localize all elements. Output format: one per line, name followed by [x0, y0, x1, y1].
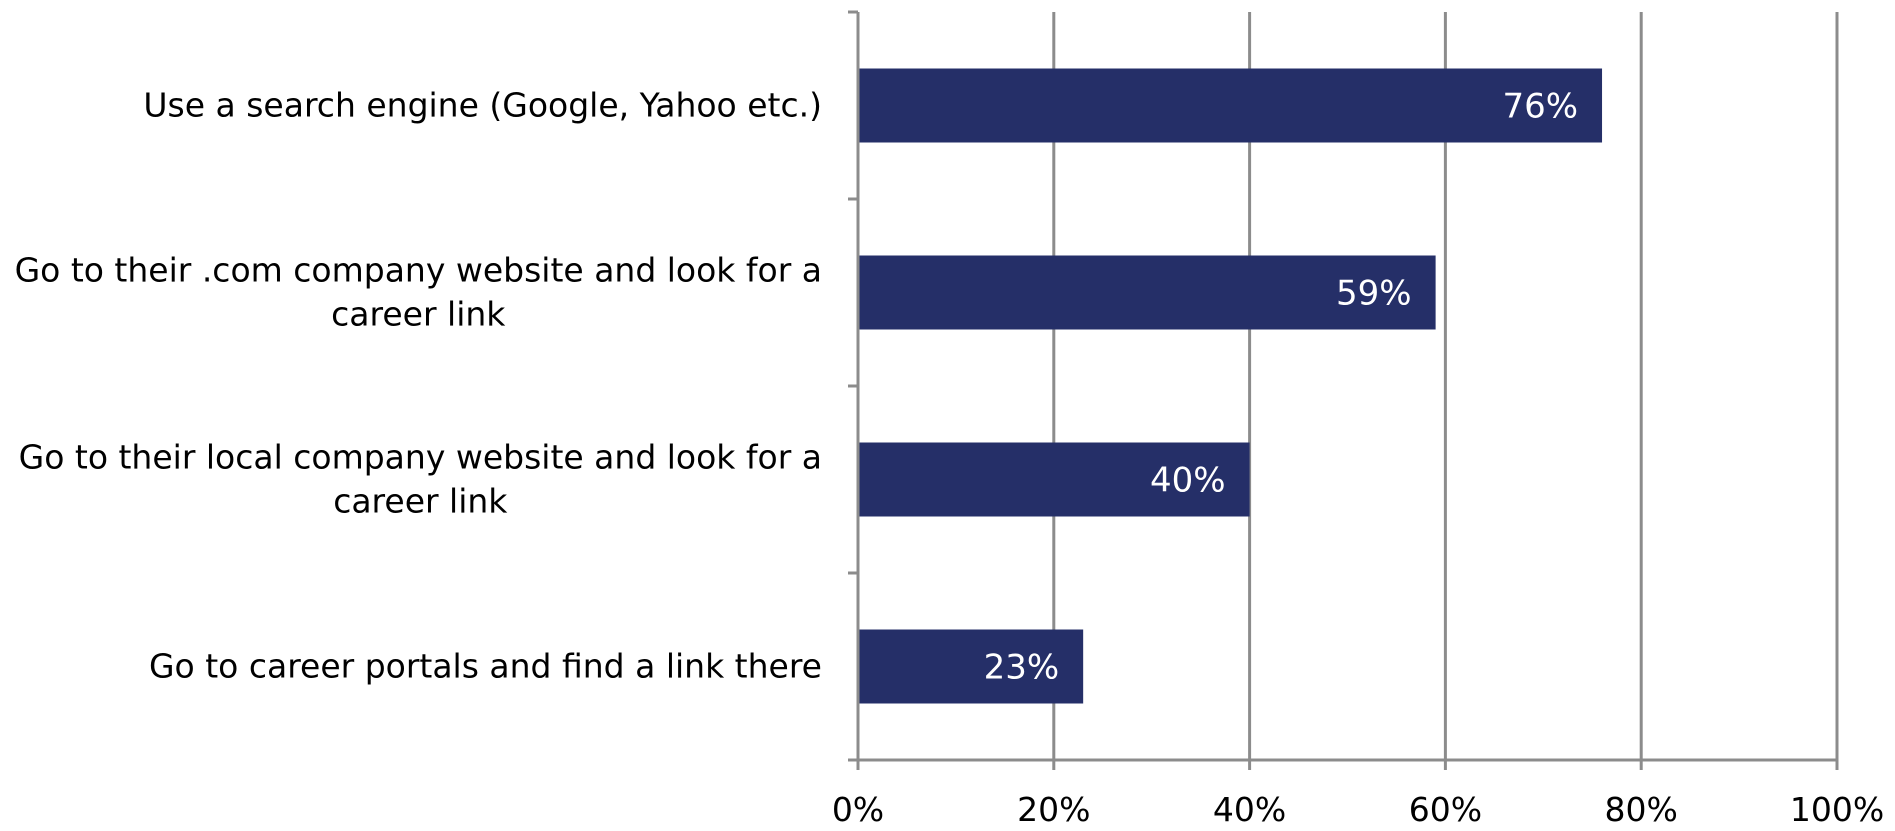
data-label: 23% [984, 648, 1060, 688]
bar [859, 442, 1250, 517]
data-label: 76% [1502, 87, 1578, 127]
bar [859, 629, 1084, 704]
axes [848, 10, 1839, 770]
category-label: career link [331, 295, 506, 334]
category-label: Use a search engine (Google, Yahoo etc.) [143, 86, 822, 125]
bars [859, 68, 1603, 704]
x-tick-label: 40% [1213, 790, 1286, 829]
labels: 0% 20% 40% 60% 80% 100% 76% Use a search engine… [15, 86, 1885, 830]
x-tick-label: 100% [1790, 790, 1884, 829]
x-tick-label: 0% [832, 790, 884, 829]
category-label: Go to their local company website and lo… [19, 438, 822, 477]
data-label: 59% [1336, 274, 1412, 314]
category-label: Go to career portals and find a link the… [149, 647, 822, 686]
x-tick-label: 80% [1605, 790, 1678, 829]
bar [859, 68, 1603, 143]
category-label: career link [333, 482, 508, 521]
x-tick-label: 60% [1409, 790, 1482, 829]
data-label: 40% [1150, 461, 1226, 501]
x-tick-label: 20% [1017, 790, 1090, 829]
bar [859, 255, 1436, 330]
category-label: Go to their .com company website and loo… [15, 251, 822, 290]
